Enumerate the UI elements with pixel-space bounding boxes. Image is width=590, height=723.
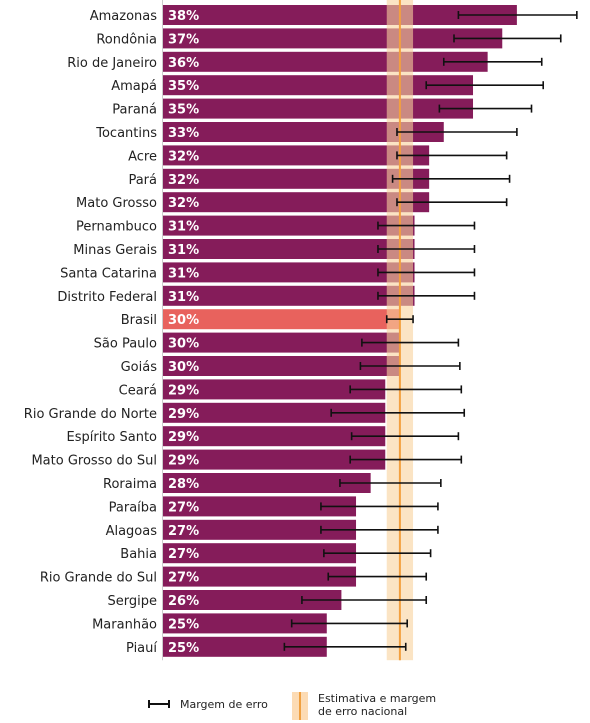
category-label: Rio Grande do Norte	[24, 407, 157, 422]
bar	[163, 5, 517, 25]
value-label: 33%	[168, 126, 199, 141]
value-label: 36%	[168, 56, 199, 71]
category-label: Acre	[128, 149, 157, 164]
bar	[163, 356, 400, 376]
value-label: 26%	[168, 594, 199, 609]
category-label: Goiás	[121, 360, 158, 375]
value-label: 30%	[168, 313, 199, 328]
category-label: Distrito Federal	[57, 290, 157, 305]
value-label: 29%	[168, 430, 199, 445]
category-label: Pará	[128, 173, 157, 188]
category-label: Piauí	[126, 641, 157, 656]
value-label: 35%	[168, 79, 199, 94]
bar	[163, 239, 415, 259]
value-label: 31%	[168, 220, 199, 235]
bar	[163, 28, 503, 49]
bar	[163, 332, 400, 353]
legend-error-label: Margem de erro	[180, 698, 268, 711]
category-label: Ceará	[119, 383, 157, 398]
bar	[163, 519, 357, 540]
category-label: Paraná	[112, 103, 157, 118]
category-label: Rondônia	[96, 32, 157, 47]
bar	[163, 496, 357, 517]
legend-national-label-2: de erro nacional	[318, 705, 408, 718]
category-label: Amapá	[111, 79, 157, 94]
value-label: 27%	[168, 524, 199, 539]
value-label: 32%	[168, 173, 199, 188]
value-label: 37%	[168, 32, 199, 47]
bar	[163, 566, 357, 587]
value-label: 27%	[168, 571, 199, 586]
category-label: Mato Grosso	[76, 196, 157, 211]
value-label: 31%	[168, 290, 199, 305]
value-label: 32%	[168, 196, 199, 211]
bar	[163, 145, 430, 166]
bar	[163, 543, 357, 564]
value-label: 35%	[168, 103, 199, 118]
category-label: Brasil	[121, 313, 157, 328]
bar	[163, 51, 488, 72]
bar	[163, 98, 474, 119]
bar	[163, 426, 386, 447]
bar	[163, 192, 430, 213]
legend-national-item: Estimativa e margem de erro nacional	[292, 692, 436, 720]
value-label: 29%	[168, 383, 199, 398]
value-label: 25%	[168, 617, 199, 632]
value-label: 29%	[168, 454, 199, 469]
category-label: Paraíba	[109, 500, 157, 515]
value-label: 31%	[168, 266, 199, 281]
value-label: 30%	[168, 360, 199, 375]
value-label: 31%	[168, 243, 199, 258]
bar	[163, 168, 430, 189]
bar	[163, 122, 444, 142]
category-label: Mato Grosso do Sul	[31, 454, 157, 469]
national-band-icon	[292, 692, 308, 720]
bar	[163, 473, 371, 493]
category-label: Rio de Janeiro	[67, 56, 157, 71]
bar	[163, 613, 327, 634]
category-label: Tocantins	[95, 126, 157, 141]
bar	[163, 285, 415, 306]
legend-error-item: Margem de erro	[148, 698, 268, 711]
bar	[163, 379, 386, 400]
value-label: 28%	[168, 477, 199, 492]
category-label: Pernambuco	[76, 220, 157, 235]
bar	[163, 402, 386, 423]
category-label: Minas Gerais	[73, 243, 157, 258]
value-label: 25%	[168, 641, 199, 656]
category-label: Rio Grande do Sul	[40, 571, 157, 586]
value-label: 30%	[168, 337, 199, 352]
value-label: 32%	[168, 149, 199, 164]
category-label: Espírito Santo	[67, 430, 158, 445]
category-label: Santa Catarina	[60, 266, 157, 281]
value-label: 27%	[168, 500, 199, 515]
bar-chart: Amazonas 38% Rondônia 37% Rio de Janeiro 36% A…	[24, 0, 578, 661]
value-label: 27%	[168, 547, 199, 562]
value-label: 29%	[168, 407, 199, 422]
bar	[163, 636, 327, 657]
bar	[163, 590, 342, 610]
bar	[163, 215, 415, 236]
value-label: 38%	[168, 9, 199, 24]
bar	[163, 449, 386, 470]
legend: Margem de erro Estimativa e margem de er…	[0, 692, 590, 723]
category-label: Maranhão	[92, 617, 157, 632]
bar	[163, 262, 415, 283]
category-label: Roraima	[103, 477, 157, 492]
category-label: Bahia	[120, 547, 157, 562]
category-label: São Paulo	[94, 337, 157, 352]
legend-national-label-1: Estimativa e margem	[318, 692, 437, 705]
error-bar-icon	[148, 698, 170, 710]
category-label: Sergipe	[108, 594, 157, 609]
category-label: Alagoas	[106, 524, 158, 539]
bar	[163, 309, 400, 330]
category-label: Amazonas	[90, 9, 158, 24]
